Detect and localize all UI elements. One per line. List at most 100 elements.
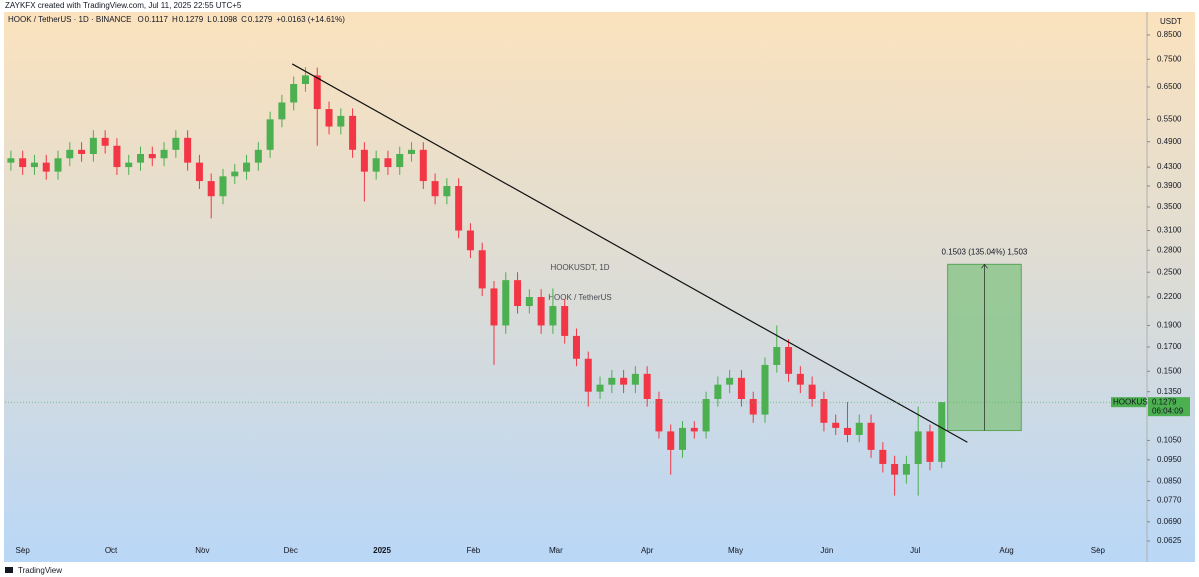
candle-body <box>137 154 145 163</box>
candle-body <box>7 158 15 163</box>
watermark: HOOKUSDT, 1D <box>550 263 609 272</box>
candle-body <box>737 377 745 400</box>
candle-body <box>690 427 698 432</box>
x-tick-label: 2025 <box>373 546 391 555</box>
candle-body <box>572 335 580 359</box>
candle-body <box>66 149 74 159</box>
x-tick-label: Apr <box>641 546 654 555</box>
candle-body <box>490 288 498 326</box>
y-tick-label: 0.2200 <box>1157 292 1182 301</box>
y-tick-label: 0.2800 <box>1157 245 1182 254</box>
candle-body <box>278 102 286 120</box>
candle-body <box>938 402 946 462</box>
candle-body <box>608 377 616 385</box>
trendline <box>291 63 968 443</box>
y-tick-label: 0.0625 <box>1157 536 1182 545</box>
y-tick-label: 0.1900 <box>1157 321 1182 330</box>
y-tick-label: 0.1350 <box>1157 387 1182 396</box>
candle-body <box>19 158 27 168</box>
candle-body <box>266 119 274 150</box>
candle-body <box>160 149 168 159</box>
price-tag <box>1148 397 1190 417</box>
currency: USDT <box>1160 17 1182 26</box>
candle-body <box>655 399 663 432</box>
candle-body <box>301 75 309 85</box>
candle-body <box>773 347 781 365</box>
countdown: 06:04:09 <box>1152 406 1184 415</box>
candle-body <box>207 181 215 197</box>
candle-body <box>384 158 392 168</box>
candle-body <box>113 145 121 168</box>
y-tick-label: 0.3500 <box>1157 202 1182 211</box>
candle-body <box>408 149 416 155</box>
candle-body <box>761 364 769 415</box>
candle-body <box>726 377 734 385</box>
candle-body <box>561 306 569 336</box>
candle-body <box>914 431 922 464</box>
measure-arrowhead <box>981 263 988 269</box>
candle-body <box>620 377 628 385</box>
candle-body <box>808 384 816 400</box>
candle-body <box>455 186 463 231</box>
candle-body <box>832 422 840 428</box>
candle-body <box>596 384 604 392</box>
candle-body <box>820 399 828 423</box>
candle-body <box>313 75 321 110</box>
footer: TradingView <box>18 566 62 575</box>
x-tick-label: May <box>728 546 743 555</box>
candle-body <box>926 431 934 462</box>
y-tick-label: 0.7500 <box>1157 54 1182 63</box>
candle-body <box>679 427 687 450</box>
candle-body <box>796 373 804 385</box>
y-tick-label: 0.0690 <box>1157 517 1182 526</box>
credit: ZAYKFX created with TradingView.com, Jul… <box>5 1 242 10</box>
candle-body <box>419 149 427 182</box>
candle-body <box>478 250 486 289</box>
y-tick-label: 0.0950 <box>1157 455 1182 464</box>
measure-label: 0.1503 (135.04%) 1,503 <box>942 247 1028 256</box>
ohlc-key: C <box>241 15 247 24</box>
x-tick-label: Sep <box>16 546 31 555</box>
symbol: HOOK / TetherUS · 1D · BINANCE <box>8 15 131 24</box>
y-tick-label: 0.6500 <box>1157 82 1182 91</box>
candle-body <box>360 149 368 172</box>
candle-body <box>785 347 793 374</box>
x-tick-label: Mar <box>549 546 563 555</box>
candle-body <box>431 181 439 197</box>
candle-body <box>349 115 357 150</box>
candle-body <box>855 422 863 435</box>
candle-body <box>290 84 298 103</box>
candle-body <box>125 162 133 168</box>
candle-body <box>879 449 887 464</box>
change: +0.0163 (+14.61%) <box>276 15 345 24</box>
candle-body <box>584 358 592 392</box>
candle-body <box>631 373 639 385</box>
y-tick-label: 0.8500 <box>1157 30 1182 39</box>
candle-body <box>902 463 910 475</box>
candle-body <box>549 306 557 326</box>
candle-body <box>443 186 451 197</box>
candle-body <box>89 137 97 155</box>
candle-body <box>231 171 239 177</box>
ohlc-key: O <box>137 15 143 24</box>
symbol-tag <box>1111 397 1146 408</box>
candle-body <box>78 149 86 155</box>
x-tick-label: Feb <box>466 546 480 555</box>
candle-body <box>667 431 675 450</box>
candle-body <box>184 137 192 163</box>
candle-body <box>42 162 50 172</box>
y-tick-label: 0.4900 <box>1157 137 1182 146</box>
candle-body <box>702 399 710 432</box>
x-tick-label: Aug <box>999 546 1013 555</box>
ohlc-key: L <box>207 15 212 24</box>
y-tick-label: 0.5500 <box>1157 114 1182 123</box>
candle-body <box>749 399 757 415</box>
price-tag-text: 0.1279 <box>1152 397 1177 406</box>
candle-body <box>537 297 545 326</box>
candle-body <box>843 427 851 435</box>
candle-body <box>148 154 156 159</box>
x-tick-label: Sep <box>1091 546 1106 555</box>
y-tick-label: 0.1500 <box>1157 366 1182 375</box>
candle-body <box>254 149 262 163</box>
y-tick-label: 0.1050 <box>1157 436 1182 445</box>
